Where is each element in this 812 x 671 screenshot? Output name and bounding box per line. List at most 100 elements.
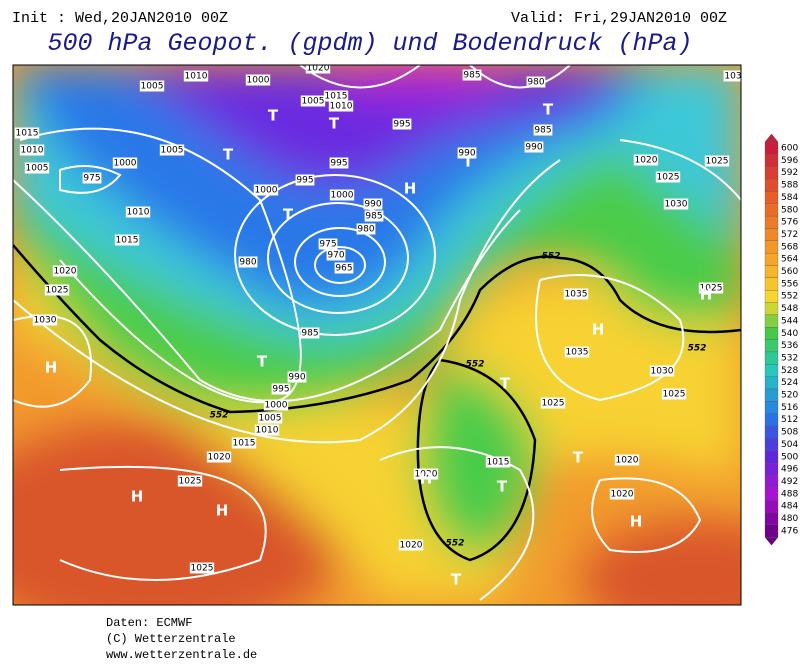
isobar-label-box <box>183 70 209 82</box>
colorbar-label: 484 <box>781 502 798 512</box>
isobar-label: 985 <box>534 126 551 136</box>
isobar-label: 980 <box>357 225 374 235</box>
high-pressure-marker: H <box>216 502 229 520</box>
colorbar-label: 516 <box>781 403 798 413</box>
colorbar-cell <box>764 252 779 266</box>
isobar-label-box <box>245 74 271 86</box>
colorbar-label: 504 <box>781 440 798 450</box>
data-source: Daten: ECMWF <box>106 616 192 630</box>
isobar-label: 980 <box>239 258 256 268</box>
isobar-label: 1020 <box>415 470 438 480</box>
low-pressure-marker: T <box>268 107 279 125</box>
isobar-label-box <box>32 314 58 326</box>
isobar-label: 1020 <box>616 456 639 466</box>
isobar-label-box <box>698 282 724 294</box>
isobar-label-box <box>462 69 482 81</box>
colorbar-cell <box>764 499 779 513</box>
colorbar-label: 576 <box>781 218 798 228</box>
isobar-label-box <box>723 70 741 82</box>
isobar-label: 1020 <box>307 64 330 74</box>
isobar-label-box <box>563 288 589 300</box>
isobar-label-box <box>125 206 151 218</box>
isobar-label-box <box>326 249 346 261</box>
isobar-label-box <box>329 157 349 169</box>
isobar-label: 995 <box>272 385 289 395</box>
colorbar-cell <box>764 401 779 414</box>
isobar-label-box <box>44 284 70 296</box>
geopotential-label: 552 <box>210 411 229 421</box>
isobar-label-box <box>609 488 635 500</box>
high-pressure-marker: H <box>630 513 643 531</box>
colorbar-cell <box>764 178 779 192</box>
colorbar-label: 536 <box>781 341 798 351</box>
isobar-label-box <box>633 154 659 166</box>
isobar-label: 1030 <box>34 316 57 326</box>
high-pressure-marker: H <box>131 488 144 506</box>
isobar-label: 1005 <box>141 82 164 92</box>
high-pressure-marker: H <box>45 359 58 377</box>
isobar-label: 103 <box>724 72 741 82</box>
colorbar-label: 476 <box>781 526 798 536</box>
isobar-label-box <box>704 155 730 167</box>
colorbar-cell <box>764 450 779 464</box>
isobar-label-box <box>159 144 185 156</box>
isobar-label-box <box>114 234 140 246</box>
isobar-label-box <box>413 468 439 480</box>
isobar-label: 985 <box>463 71 480 81</box>
isobar-label-box <box>318 238 338 250</box>
colorbar-cell <box>764 413 779 427</box>
isobar-label-box <box>295 174 315 186</box>
colorbar-cell <box>764 302 779 316</box>
colorbar-cell <box>764 265 779 279</box>
colorbar-label: 540 <box>781 329 798 339</box>
isobar-label-box <box>271 383 291 395</box>
isobar-label: 1025 <box>700 284 723 294</box>
colorbar-label: 600 <box>781 144 798 154</box>
low-pressure-marker: T <box>573 449 584 467</box>
isobar-label-box <box>24 162 50 174</box>
colorbar-label: 572 <box>781 230 798 240</box>
isobar-label: 985 <box>365 212 382 222</box>
isobar-label-box <box>305 65 331 74</box>
high-pressure-marker: H <box>404 180 417 198</box>
isobars <box>13 65 741 601</box>
colorbar-label: 496 <box>781 465 798 475</box>
colorbar-top-cap <box>764 133 779 143</box>
isobar-label-box <box>253 184 279 196</box>
isobar-label-box <box>263 399 289 411</box>
contour-552-south <box>416 358 537 562</box>
low-pressure-marker: T <box>500 375 511 393</box>
isobar-label-box <box>52 265 78 277</box>
colorbar-label: 548 <box>781 304 798 314</box>
colorbar-cell <box>764 203 779 217</box>
low-pressure-marker: T <box>451 571 462 589</box>
map-frame <box>12 64 742 606</box>
isobar-label-box <box>663 198 689 210</box>
isobar-label: 1010 <box>127 208 150 218</box>
colorbar-label: 500 <box>781 452 798 462</box>
colorbar-cell <box>764 376 779 390</box>
isobar-label: 1020 <box>400 541 423 551</box>
isobar-label-box <box>189 562 215 574</box>
contour-552 <box>13 244 741 414</box>
isobar-label: 975 <box>83 174 100 184</box>
isobar-label: 980 <box>527 78 544 88</box>
isobar-label: 970 <box>327 251 344 261</box>
isobar-label-box <box>177 475 203 487</box>
colorbar-cell <box>764 240 779 254</box>
high-pressure-marker: H <box>420 470 433 488</box>
isobar-label-box <box>533 124 553 136</box>
colorbar-cell <box>764 290 779 303</box>
colorbar-cell <box>764 487 779 501</box>
isobar-label: 1015 <box>325 92 348 102</box>
isobar-label: 1020 <box>208 453 231 463</box>
isobar-label: 1015 <box>487 458 510 468</box>
isobar-label-box <box>540 397 566 409</box>
isobar-label-box <box>524 141 544 153</box>
isobar-label: 1025 <box>657 173 680 183</box>
isobar-label-box <box>457 147 477 159</box>
colorbar-cell <box>764 339 779 353</box>
isobar-label: 975 <box>319 240 336 250</box>
isobar-label: 1000 <box>247 76 270 86</box>
